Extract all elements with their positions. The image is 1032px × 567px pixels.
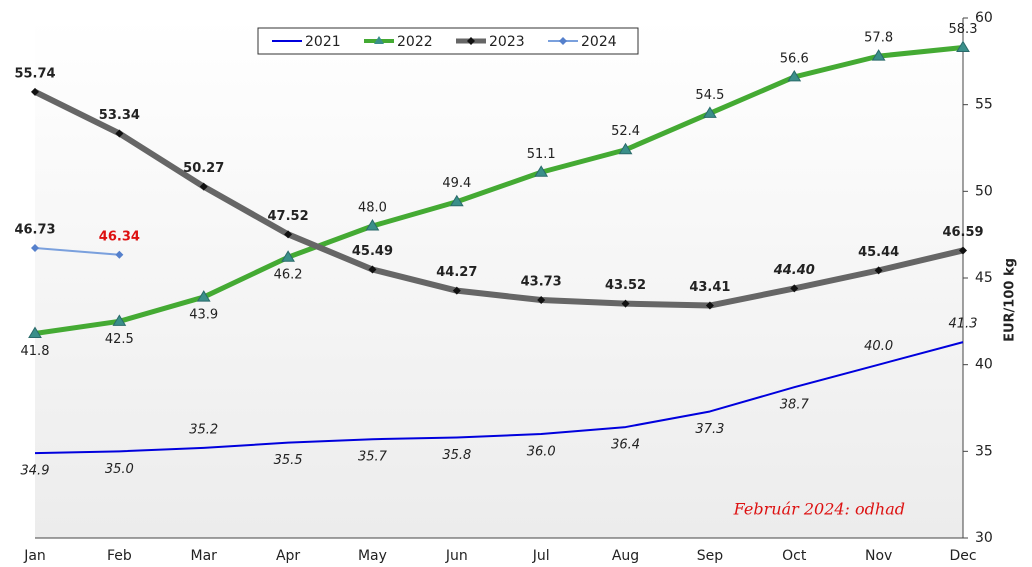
data-label: 35.5 <box>274 453 303 468</box>
data-label: 34.9 <box>21 464 50 479</box>
x-tick-label: Feb <box>107 548 132 564</box>
legend-marker <box>467 37 475 45</box>
x-tick-label: Mar <box>191 548 218 564</box>
marker <box>368 265 377 274</box>
y-tick-label: 50 <box>975 183 993 199</box>
x-tick-label: Aug <box>612 548 639 564</box>
data-label: 48.0 <box>358 201 387 216</box>
x-tick-label: Nov <box>865 548 892 564</box>
data-label: 57.8 <box>864 31 893 46</box>
data-label: 46.73 <box>14 223 55 238</box>
data-label: 54.5 <box>695 88 724 103</box>
marker <box>199 182 208 191</box>
y-tick-label: 45 <box>975 270 993 286</box>
x-tick-label: Jun <box>445 548 468 564</box>
data-label: 46.59 <box>942 225 983 240</box>
data-label: 36.0 <box>527 445 556 460</box>
data-label: 35.7 <box>358 450 388 465</box>
marker <box>449 194 464 207</box>
data-label: 41.8 <box>21 344 50 359</box>
data-label: 41.3 <box>949 317 978 332</box>
marker <box>284 230 293 239</box>
data-label: 38.7 <box>780 398 810 413</box>
legend-label: 2023 <box>489 34 525 50</box>
x-tick-label: Apr <box>276 548 300 564</box>
marker <box>281 250 295 262</box>
data-label: 52.4 <box>611 124 640 139</box>
x-tick-label: Jul <box>532 548 550 564</box>
series-line <box>34 341 964 455</box>
data-label: 37.3 <box>695 422 724 437</box>
marker <box>621 299 630 308</box>
data-label: 35.0 <box>105 462 134 477</box>
data-label: 45.49 <box>352 244 393 259</box>
x-tick-label: Dec <box>949 548 976 564</box>
y-tick-label: 60 <box>975 10 993 26</box>
data-label: 35.8 <box>442 448 471 463</box>
marker <box>365 219 380 231</box>
y-tick-label: 40 <box>975 357 993 373</box>
data-label: 51.1 <box>527 147 556 162</box>
data-label: 53.34 <box>99 108 140 123</box>
data-label: 56.6 <box>780 51 809 66</box>
legend-label: 2024 <box>581 34 617 50</box>
data-label: 47.52 <box>268 209 309 224</box>
data-label: 44.27 <box>436 265 477 280</box>
data-label: 50.27 <box>183 161 224 176</box>
data-label: 46.34 <box>99 229 140 244</box>
legend-marker <box>559 37 567 45</box>
legend-marker <box>374 36 384 44</box>
marker <box>196 290 211 302</box>
x-tick-label: May <box>358 548 387 564</box>
plot-area <box>35 18 963 538</box>
marker <box>618 142 633 155</box>
series-line <box>34 247 120 256</box>
x-tick-label: Sep <box>697 548 724 564</box>
marker <box>452 286 461 295</box>
marker <box>112 314 127 326</box>
marker <box>787 69 802 82</box>
marker <box>115 129 124 138</box>
marker <box>115 250 124 259</box>
x-tick-label: Oct <box>782 548 807 564</box>
data-label: 42.5 <box>105 332 134 347</box>
series-line <box>33 89 964 309</box>
legend-label: 2022 <box>397 34 433 50</box>
data-label: 49.4 <box>442 176 471 191</box>
data-label: 43.52 <box>605 278 646 293</box>
data-label: 43.9 <box>189 308 218 323</box>
y-tick-label: 55 <box>975 97 993 113</box>
y-tick-label: 35 <box>975 443 993 459</box>
series-line <box>34 44 964 336</box>
y-axis-label: EUR/100 kg <box>1003 258 1018 342</box>
marker <box>703 106 717 118</box>
data-label: 43.73 <box>521 275 562 290</box>
marker <box>705 301 714 310</box>
marker <box>534 165 549 177</box>
marker <box>956 40 970 52</box>
marker <box>28 326 42 338</box>
data-label: 45.44 <box>858 245 899 260</box>
marker <box>871 49 886 61</box>
data-label: 40.0 <box>864 339 893 354</box>
data-label: 46.2 <box>274 268 303 283</box>
marker <box>874 266 883 275</box>
data-label: 35.2 <box>189 422 218 437</box>
data-label: 44.40 <box>773 263 815 278</box>
marker <box>31 244 39 253</box>
marker <box>959 246 967 255</box>
annotation: Február 2024: odhad <box>733 500 905 519</box>
y-tick-label: 30 <box>975 530 993 546</box>
data-label: 36.4 <box>611 438 640 453</box>
data-label: 55.74 <box>14 66 55 81</box>
data-label: 43.41 <box>689 280 730 295</box>
marker <box>31 87 39 96</box>
marker <box>790 284 799 293</box>
x-tick-label: Jan <box>23 548 46 564</box>
marker <box>537 296 546 305</box>
legend-label: 2021 <box>305 34 341 50</box>
data-label: 58.3 <box>949 22 978 37</box>
